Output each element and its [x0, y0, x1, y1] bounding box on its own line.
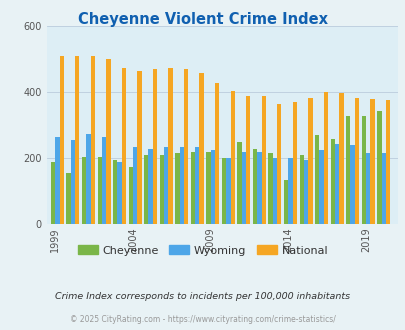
- Bar: [241, 152, 245, 224]
- Bar: [137, 71, 141, 224]
- Bar: [257, 152, 261, 224]
- Bar: [221, 158, 226, 224]
- Bar: [159, 155, 164, 224]
- Bar: [206, 152, 210, 224]
- Bar: [122, 68, 126, 224]
- Bar: [365, 153, 369, 224]
- Bar: [268, 153, 272, 224]
- Bar: [148, 148, 152, 224]
- Bar: [164, 147, 168, 224]
- Text: Crime Index corresponds to incidents per 100,000 inhabitants: Crime Index corresponds to incidents per…: [55, 292, 350, 301]
- Bar: [195, 147, 199, 224]
- Bar: [245, 96, 250, 224]
- Bar: [381, 153, 385, 224]
- Bar: [277, 104, 281, 224]
- Bar: [97, 157, 102, 224]
- Bar: [361, 115, 365, 224]
- Bar: [199, 73, 203, 224]
- Bar: [330, 139, 334, 224]
- Bar: [70, 140, 75, 224]
- Bar: [190, 152, 195, 224]
- Bar: [261, 96, 265, 224]
- Bar: [179, 147, 183, 224]
- Bar: [51, 162, 55, 224]
- Bar: [102, 137, 106, 224]
- Bar: [292, 102, 296, 224]
- Bar: [55, 137, 60, 224]
- Bar: [299, 155, 303, 224]
- Bar: [237, 142, 241, 224]
- Bar: [350, 145, 354, 224]
- Bar: [376, 111, 381, 224]
- Bar: [175, 153, 179, 224]
- Bar: [345, 115, 350, 224]
- Bar: [144, 155, 148, 224]
- Bar: [283, 180, 288, 224]
- Bar: [339, 93, 343, 224]
- Bar: [82, 157, 86, 224]
- Bar: [314, 135, 319, 224]
- Bar: [226, 158, 230, 224]
- Bar: [307, 98, 312, 224]
- Bar: [106, 59, 110, 224]
- Bar: [66, 173, 70, 224]
- Bar: [303, 160, 307, 224]
- Bar: [230, 91, 234, 224]
- Bar: [334, 144, 339, 224]
- Bar: [128, 167, 132, 224]
- Text: Cheyenne Violent Crime Index: Cheyenne Violent Crime Index: [78, 12, 327, 26]
- Bar: [252, 148, 257, 224]
- Bar: [210, 150, 215, 224]
- Bar: [60, 56, 64, 224]
- Bar: [385, 100, 389, 224]
- Bar: [319, 150, 323, 224]
- Bar: [86, 134, 90, 224]
- Legend: Cheyenne, Wyoming, National: Cheyenne, Wyoming, National: [73, 241, 332, 260]
- Bar: [152, 69, 157, 224]
- Bar: [215, 82, 219, 224]
- Bar: [117, 162, 121, 224]
- Bar: [272, 158, 277, 224]
- Bar: [90, 56, 95, 224]
- Bar: [113, 160, 117, 224]
- Text: © 2025 CityRating.com - https://www.cityrating.com/crime-statistics/: © 2025 CityRating.com - https://www.city…: [70, 315, 335, 324]
- Bar: [183, 69, 188, 224]
- Bar: [168, 68, 172, 224]
- Bar: [288, 158, 292, 224]
- Bar: [75, 56, 79, 224]
- Bar: [369, 99, 374, 224]
- Bar: [132, 147, 137, 224]
- Bar: [354, 98, 358, 224]
- Bar: [323, 92, 327, 224]
